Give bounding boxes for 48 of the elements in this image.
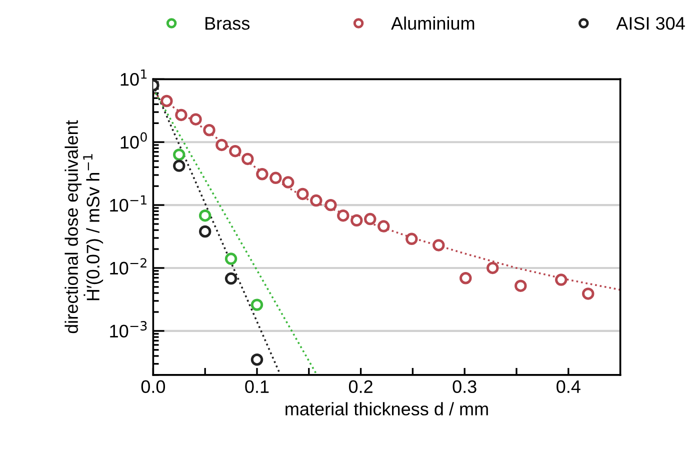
point — [175, 108, 188, 122]
point — [250, 354, 264, 366]
point — [242, 152, 254, 166]
point — [310, 194, 322, 207]
point — [173, 148, 186, 161]
x-tick-label: 0.2 — [348, 380, 372, 394]
point — [229, 144, 242, 158]
point — [198, 209, 212, 222]
y-tick-label: 10$^{−2}$ — [110, 258, 146, 275]
legend-label: Aluminium — [391, 16, 474, 30]
point — [514, 280, 527, 292]
point — [460, 272, 472, 284]
legend-label: AISI 304 — [616, 16, 685, 30]
point — [224, 252, 238, 265]
x-tick-label: 0.3 — [452, 380, 476, 394]
point — [250, 298, 264, 311]
x-tick-label: 0.1 — [245, 380, 269, 394]
point — [198, 225, 212, 238]
point — [406, 232, 418, 245]
legend-label: Brass — [206, 17, 250, 30]
point — [337, 209, 350, 222]
y-tick-label: 10$^{−1}$ — [110, 195, 146, 212]
y-tick-label: 10$^{1}$ — [120, 69, 147, 86]
line-series — [153, 92, 620, 291]
point — [270, 172, 282, 184]
x-tick-label: 0.0 — [141, 380, 166, 394]
point — [486, 262, 499, 274]
point — [203, 124, 216, 136]
y-tick-label: 10$^{−3}$ — [110, 321, 147, 338]
y-axis-title: directional dose equivalent Ḣ′(0.07) / mSv h$^{−1}$ — [64, 120, 104, 334]
point — [190, 113, 202, 126]
point — [378, 220, 390, 232]
point — [282, 176, 294, 188]
point — [432, 239, 445, 252]
point — [555, 274, 568, 286]
point — [216, 138, 228, 152]
point — [224, 272, 238, 285]
point — [160, 94, 173, 108]
point — [350, 214, 363, 227]
point — [296, 188, 309, 200]
point — [582, 288, 594, 300]
y-tick-label: 10$^{0}$ — [120, 132, 147, 149]
x-tick-label: 0.4 — [556, 380, 580, 394]
point — [324, 198, 337, 212]
x-axis-title: material thickness d / mm — [286, 402, 488, 416]
point — [364, 212, 376, 226]
point — [256, 168, 268, 180]
point — [173, 160, 186, 172]
